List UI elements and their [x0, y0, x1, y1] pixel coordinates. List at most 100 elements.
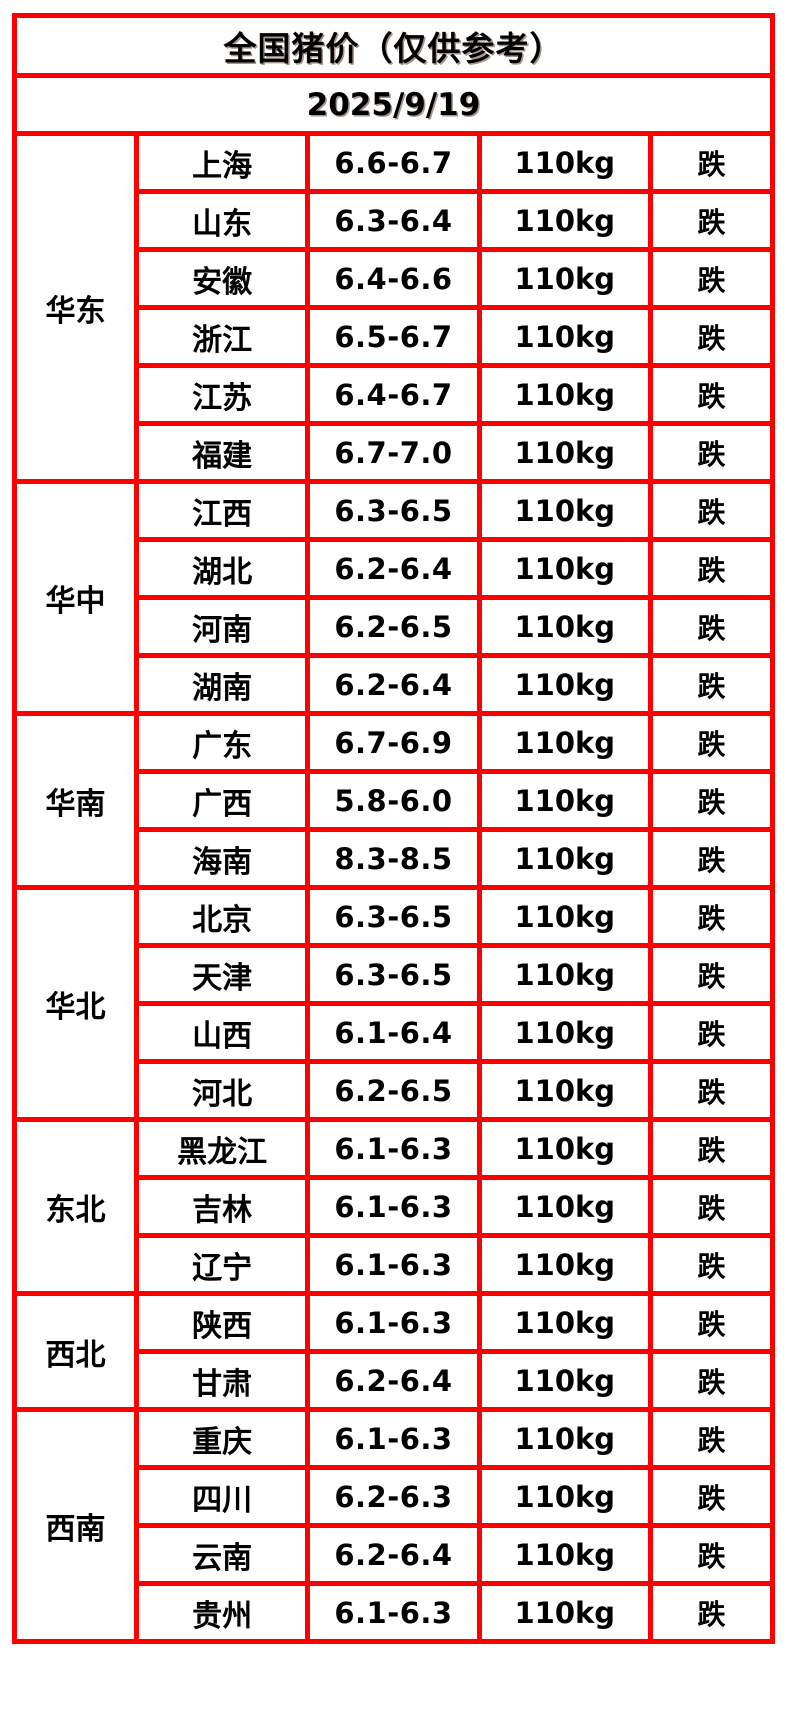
weight-cell: 110kg	[476, 769, 653, 832]
price-cell: 6.3-6.5	[305, 479, 482, 542]
price-cell: 6.2-6.4	[305, 1349, 482, 1412]
province-cell: 山西	[134, 1001, 311, 1064]
province-cell: 重庆	[134, 1407, 311, 1470]
weight-cell: 110kg	[476, 885, 653, 948]
status-cell: 跌	[647, 479, 776, 542]
province-cell: 北京	[134, 885, 311, 948]
weight-cell: 110kg	[476, 131, 653, 194]
table-row: 天津 6.3-6.5 110kg 跌	[15, 943, 776, 1006]
date-label: 2025/9/19	[12, 73, 775, 136]
table-row: 吉林 6.1-6.3 110kg 跌	[15, 1175, 776, 1238]
table-row: 湖南 6.2-6.4 110kg 跌	[15, 653, 776, 716]
weight-cell: 110kg	[476, 1233, 653, 1296]
status-cell: 跌	[647, 653, 776, 716]
status-cell: 跌	[647, 1465, 776, 1528]
region-cell: 华南	[11, 711, 140, 890]
province-cell: 广西	[134, 769, 311, 832]
weight-cell: 110kg	[476, 711, 653, 774]
table-row: 西北 陕西 6.1-6.3 110kg 跌	[11, 1291, 776, 1412]
region-cell: 东北	[11, 1117, 140, 1296]
table-row: 海南 8.3-8.5 110kg 跌	[15, 827, 776, 890]
table-row: 东北 黑龙江 6.1-6.3 110kg 跌	[11, 1117, 776, 1296]
price-cell: 6.2-6.5	[305, 595, 482, 658]
table-row: 浙江 6.5-6.7 110kg 跌	[15, 305, 776, 368]
province-cell: 江西	[134, 479, 311, 542]
weight-cell: 110kg	[476, 1349, 653, 1412]
table-row: 华中 江西 6.3-6.5 110kg 跌	[11, 479, 776, 716]
weight-cell: 110kg	[476, 1465, 653, 1528]
province-cell: 陕西	[134, 1291, 311, 1354]
table-row: 安徽 6.4-6.6 110kg 跌	[15, 247, 776, 310]
price-cell: 6.1-6.3	[305, 1407, 482, 1470]
price-cell: 6.7-6.9	[305, 711, 482, 774]
weight-cell: 110kg	[476, 1117, 653, 1180]
table-row: 华南 广东 6.7-6.9 110kg 跌	[11, 711, 776, 890]
table-row: 湖北 6.2-6.4 110kg 跌	[15, 537, 776, 600]
status-cell: 跌	[647, 885, 776, 948]
table-row: 山西 6.1-6.4 110kg 跌	[15, 1001, 776, 1064]
page-title: 全国猪价（仅供参考）	[12, 13, 775, 78]
region-cell: 西南	[11, 1407, 140, 1644]
status-cell: 跌	[647, 1291, 776, 1354]
status-cell: 跌	[647, 421, 776, 484]
province-cell: 上海	[134, 131, 311, 194]
title-row: 全国猪价（仅供参考）	[12, 13, 775, 78]
price-cell: 6.3-6.5	[305, 943, 482, 1006]
status-cell: 跌	[647, 1175, 776, 1238]
weight-cell: 110kg	[476, 595, 653, 658]
status-cell: 跌	[647, 131, 776, 194]
region-cell: 华中	[11, 479, 140, 716]
province-cell: 黑龙江	[134, 1117, 311, 1180]
table-row: 云南 6.2-6.4 110kg 跌	[15, 1523, 776, 1586]
price-cell: 6.7-7.0	[305, 421, 482, 484]
weight-cell: 110kg	[476, 305, 653, 368]
status-cell: 跌	[647, 363, 776, 426]
status-cell: 跌	[647, 247, 776, 310]
price-cell: 6.2-6.4	[305, 653, 482, 716]
province-cell: 山东	[134, 189, 311, 252]
weight-cell: 110kg	[476, 189, 653, 252]
province-cell: 甘肃	[134, 1349, 311, 1412]
table-row: 河北 6.2-6.5 110kg 跌	[15, 1059, 776, 1122]
status-cell: 跌	[647, 769, 776, 832]
status-cell: 跌	[647, 537, 776, 600]
price-cell: 6.2-6.4	[305, 537, 482, 600]
price-cell: 6.3-6.5	[305, 885, 482, 948]
province-cell: 河北	[134, 1059, 311, 1122]
table-row: 广西 5.8-6.0 110kg 跌	[15, 769, 776, 832]
price-cell: 6.1-6.3	[305, 1291, 482, 1354]
weight-cell: 110kg	[476, 1581, 653, 1644]
province-cell: 广东	[134, 711, 311, 774]
weight-cell: 110kg	[476, 1523, 653, 1586]
table-row: 山东 6.3-6.4 110kg 跌	[15, 189, 776, 252]
status-cell: 跌	[647, 305, 776, 368]
weight-cell: 110kg	[476, 943, 653, 1006]
price-cell: 6.1-6.3	[305, 1581, 482, 1644]
status-cell: 跌	[647, 827, 776, 890]
province-cell: 云南	[134, 1523, 311, 1586]
price-cell: 6.1-6.3	[305, 1117, 482, 1180]
table-row: 辽宁 6.1-6.3 110kg 跌	[15, 1233, 776, 1296]
weight-cell: 110kg	[476, 653, 653, 716]
price-cell: 5.8-6.0	[305, 769, 482, 832]
weight-cell: 110kg	[476, 421, 653, 484]
weight-cell: 110kg	[476, 1059, 653, 1122]
table-row: 四川 6.2-6.3 110kg 跌	[15, 1465, 776, 1528]
weight-cell: 110kg	[476, 479, 653, 542]
price-cell: 6.2-6.3	[305, 1465, 482, 1528]
table-row: 河南 6.2-6.5 110kg 跌	[15, 595, 776, 658]
price-cell: 6.1-6.3	[305, 1175, 482, 1238]
table-row: 甘肃 6.2-6.4 110kg 跌	[15, 1349, 776, 1412]
table-row: 福建 6.7-7.0 110kg 跌	[15, 421, 776, 484]
weight-cell: 110kg	[476, 1175, 653, 1238]
price-cell: 6.1-6.3	[305, 1233, 482, 1296]
province-cell: 四川	[134, 1465, 311, 1528]
status-cell: 跌	[647, 1581, 776, 1644]
region-cell: 华北	[11, 885, 140, 1122]
table-row: 江苏 6.4-6.7 110kg 跌	[15, 363, 776, 426]
weight-cell: 110kg	[476, 247, 653, 310]
table-row: 华东 上海 6.6-6.7 110kg 跌	[11, 131, 776, 484]
status-cell: 跌	[647, 1523, 776, 1586]
weight-cell: 110kg	[476, 1001, 653, 1064]
table-row: 贵州 6.1-6.3 110kg 跌	[15, 1581, 776, 1644]
